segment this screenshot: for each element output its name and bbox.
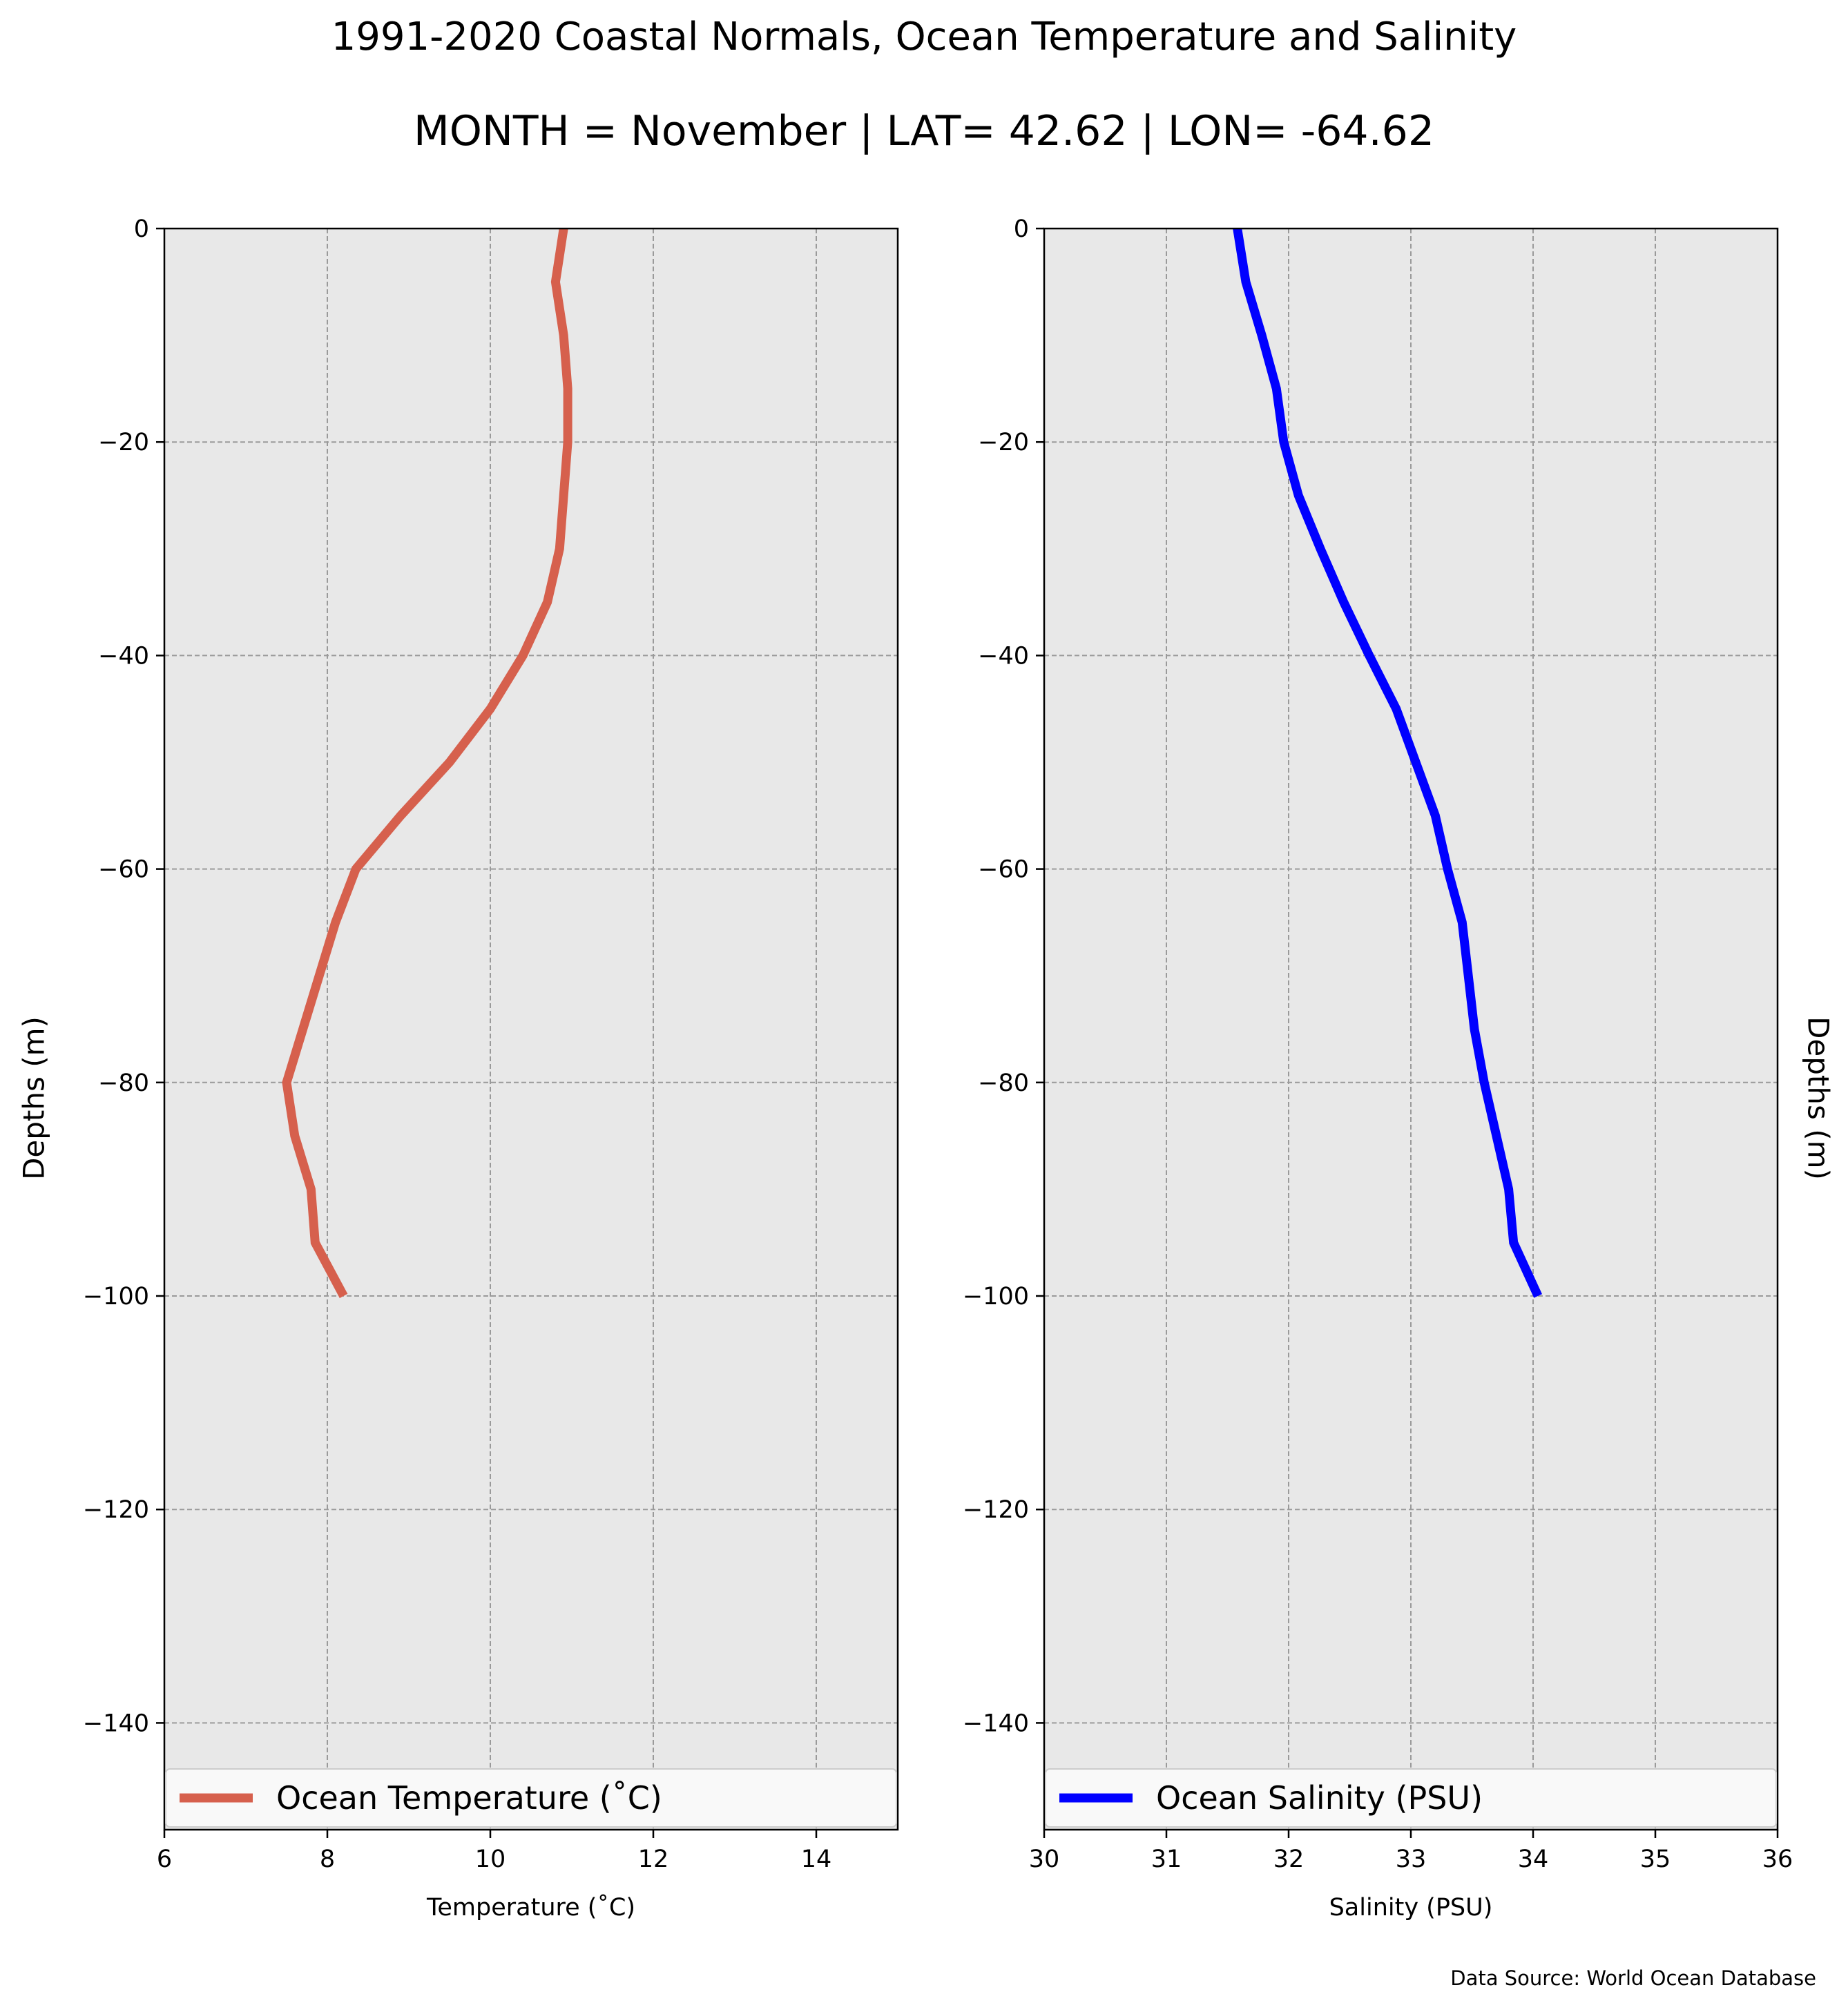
y-tick-label: −60 bbox=[98, 856, 149, 884]
legend-label: Ocean Temperature (˚C) bbox=[276, 1779, 662, 1817]
y-tick-label: −40 bbox=[978, 642, 1029, 670]
x-tick-label: 35 bbox=[1640, 1846, 1671, 1873]
legend-box bbox=[1045, 1768, 1777, 1828]
x-tick-label: 8 bbox=[320, 1846, 335, 1873]
series-line bbox=[282, 228, 572, 1299]
x-tick-label: 32 bbox=[1273, 1846, 1305, 1873]
salinity-panel: 30 31 32 33 34 35 36 0 −20 −40 −60 −80 −100 −120 −140 S… bbox=[963, 215, 1836, 1922]
y-tick-label: −40 bbox=[98, 642, 149, 670]
x-axis-label: Temperature (˚C) bbox=[426, 1893, 635, 1922]
source-note: Data Source: World Ocean Database bbox=[1450, 1966, 1816, 1990]
x-axis-label: Salinity (PSU) bbox=[1329, 1894, 1493, 1922]
x-tick-label: 6 bbox=[157, 1846, 172, 1873]
x-tick-label: 30 bbox=[1029, 1846, 1060, 1873]
y-axis-label: Depths (m) bbox=[1802, 1016, 1836, 1180]
y-tick-label: −120 bbox=[83, 1496, 149, 1524]
x-tick-label: 33 bbox=[1396, 1846, 1427, 1873]
axes-frame bbox=[163, 227, 899, 1831]
x-tick-label: 12 bbox=[638, 1846, 669, 1873]
y-tick-label: −20 bbox=[98, 429, 149, 456]
x-tick-label: 14 bbox=[801, 1846, 832, 1873]
y-tick-label: −100 bbox=[83, 1283, 149, 1310]
y-tick-label: −120 bbox=[963, 1496, 1029, 1524]
y-tick-label: −140 bbox=[83, 1710, 149, 1737]
y-tick-label: 0 bbox=[134, 215, 149, 243]
temperature-panel: 6 8 10 12 14 0 −20 −40 −60 −80 −100 −120 −140 Tempera… bbox=[17, 215, 899, 1922]
legend-box bbox=[165, 1768, 897, 1828]
y-tick-label: −80 bbox=[98, 1070, 149, 1097]
y-tick-label: −140 bbox=[963, 1710, 1029, 1737]
chart-subtitle: MONTH = November | LAT= 42.62 | LON= -64… bbox=[414, 107, 1434, 155]
plot-background bbox=[164, 229, 898, 1830]
legend-label: Ocean Salinity (PSU) bbox=[1156, 1779, 1483, 1817]
y-tick-label: −80 bbox=[978, 1070, 1029, 1097]
y-tick-label: 0 bbox=[1014, 215, 1029, 243]
y-tick-label: −60 bbox=[978, 856, 1029, 884]
x-tick-label: 36 bbox=[1762, 1846, 1793, 1873]
x-tick-label: 34 bbox=[1518, 1846, 1549, 1873]
y-tick-label: −20 bbox=[978, 429, 1029, 456]
x-tick-label: 10 bbox=[475, 1846, 506, 1873]
y-tick-label: −100 bbox=[963, 1283, 1029, 1310]
x-tick-label: 31 bbox=[1151, 1846, 1182, 1873]
series-line bbox=[1233, 227, 1543, 1298]
chart-title: 1991-2020 Coastal Normals, Ocean Tempera… bbox=[331, 14, 1517, 59]
y-axis-label: Depths (m) bbox=[17, 1016, 51, 1180]
